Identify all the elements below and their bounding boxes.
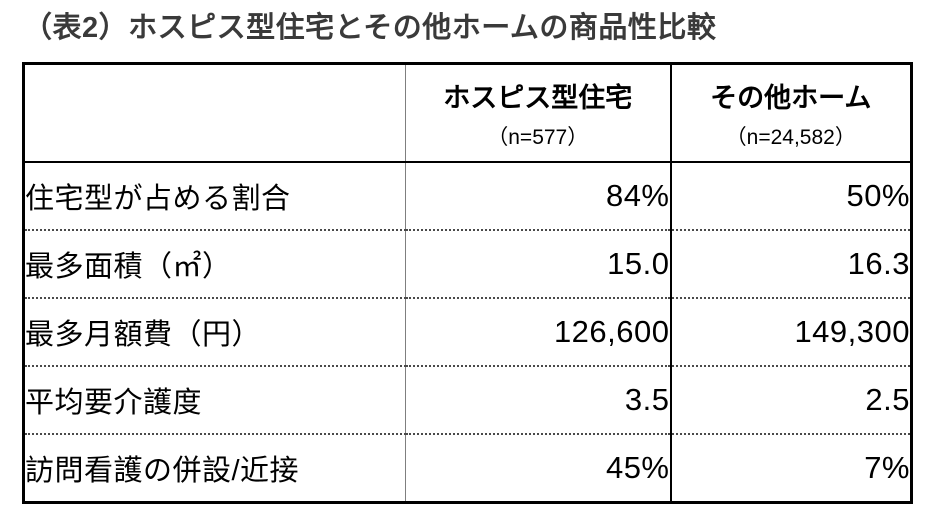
table-row: 訪問看護の併設/近接 45% 7%	[23, 433, 912, 503]
header-sub-hospice-n: （n=577）	[487, 126, 589, 150]
cell-value-other: 149,300	[670, 297, 912, 366]
table-header-row: ホスピス型住宅 （n=577） その他ホーム （n=24,582）	[23, 63, 912, 163]
header-cell-hospice: ホスピス型住宅 （n=577）	[405, 63, 672, 163]
cell-value-other: 16.3	[670, 229, 912, 298]
table-row: 最多面積（㎡） 15.0 16.3	[23, 229, 912, 298]
cell-value-hospice: 84%	[405, 162, 672, 230]
header-label-hospice: ホスピス型住宅	[443, 82, 633, 113]
cell-value-other: 2.5	[670, 365, 912, 434]
row-label: 平均要介護度	[23, 365, 406, 434]
table-row: 住宅型が占める割合 84% 50%	[23, 162, 912, 230]
row-label: 最多面積（㎡）	[23, 229, 406, 298]
table-row: 平均要介護度 3.5 2.5	[23, 365, 912, 434]
cell-value-hospice: 3.5	[405, 365, 672, 434]
row-label: 住宅型が占める割合	[23, 162, 406, 230]
table-row: 最多月額費（円） 126,600 149,300	[23, 297, 912, 366]
table-title: （表2）ホスピス型住宅とその他ホームの商品性比較	[23, 12, 717, 44]
header-cell-other: その他ホーム （n=24,582）	[670, 63, 912, 163]
cell-value-other: 50%	[846, 178, 910, 213]
row-label: 訪問看護の併設/近接	[23, 433, 406, 503]
header-label-other: その他ホーム	[710, 82, 872, 113]
cell-value-hospice: 15.0	[405, 229, 672, 298]
row-label: 最多月額費（円）	[23, 297, 406, 366]
comparison-table: ホスピス型住宅 （n=577） その他ホーム （n=24,582） 住宅型が占め…	[22, 62, 913, 504]
cell-value-hospice: 45%	[405, 433, 672, 503]
cell-value-other: 7%	[670, 433, 912, 503]
cell-value-hospice: 126,600	[405, 297, 672, 366]
header-sub-other-n: （n=24,582）	[725, 126, 856, 150]
header-cell-empty	[23, 63, 406, 163]
